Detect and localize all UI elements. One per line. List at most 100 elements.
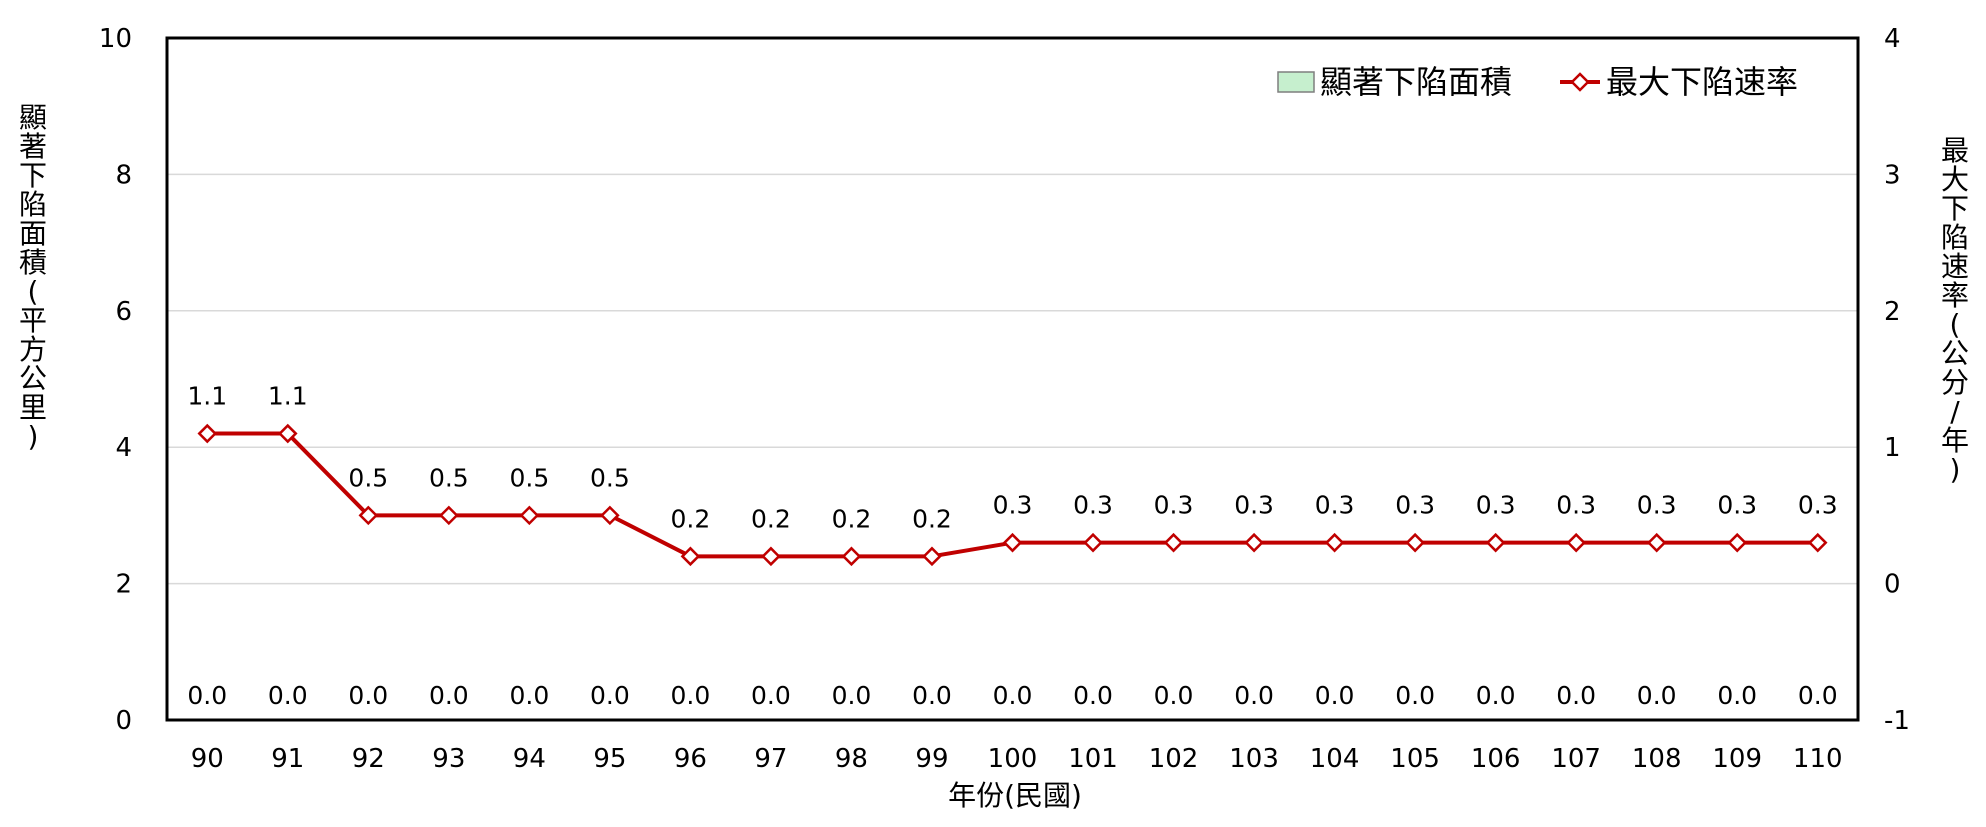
x-tick-label: 103 xyxy=(1229,744,1279,774)
x-tick-label: 107 xyxy=(1551,744,1601,774)
bar-data-label: 0.0 xyxy=(1154,681,1194,710)
rate-line-series xyxy=(197,423,1828,567)
bar-data-label: 0.0 xyxy=(1073,681,1113,710)
rate-point xyxy=(1405,532,1425,553)
rate-point xyxy=(1002,532,1023,553)
rate-point xyxy=(600,505,620,526)
x-tick-label: 105 xyxy=(1390,744,1440,774)
rate-data-label: 0.2 xyxy=(832,504,872,533)
y-axis-left-ticks: 0 2 4 6 8 10 xyxy=(99,24,132,736)
rate-point xyxy=(1646,532,1667,553)
rate-point xyxy=(1083,532,1103,553)
x-tick-label: 97 xyxy=(754,744,787,774)
x-tick-label: 110 xyxy=(1793,744,1843,774)
bar-data-label: 0.0 xyxy=(1315,681,1355,710)
rate-point xyxy=(1324,532,1345,553)
bar-data-label: 0.0 xyxy=(993,681,1033,710)
x-tick-label: 98 xyxy=(835,744,868,774)
y-axis-right-ticks: -1 0 1 2 3 4 xyxy=(1884,24,1910,736)
rate-data-label: 1.1 xyxy=(268,382,308,411)
rate-point xyxy=(841,546,862,567)
rate-point xyxy=(922,546,942,567)
x-axis-title: 年份(民國) xyxy=(948,779,1082,812)
bar-data-label: 0.0 xyxy=(1556,681,1596,710)
y-axis-right-title: 最大下陷速率(公分/年) xyxy=(1941,134,1969,486)
rate-data-label: 0.3 xyxy=(1234,491,1274,520)
x-tick-label: 96 xyxy=(674,744,707,774)
bar-data-label: 0.0 xyxy=(1637,681,1677,710)
bar-data-label: 0.0 xyxy=(509,681,549,710)
y2-tick-label: 2 xyxy=(1884,297,1901,327)
x-tick-label: 109 xyxy=(1712,744,1762,774)
bar-data-label: 0.0 xyxy=(1234,681,1274,710)
x-tick-label: 108 xyxy=(1632,744,1682,774)
bar-data-label: 0.0 xyxy=(268,681,308,710)
rate-point xyxy=(197,423,218,444)
bar-data-label: 0.0 xyxy=(187,681,227,710)
y-tick-label: 4 xyxy=(115,433,132,463)
bar-data-label: 0.0 xyxy=(1798,681,1838,710)
bar-data-label: 0.0 xyxy=(1717,681,1757,710)
rate-point xyxy=(278,423,298,444)
y-tick-label: 10 xyxy=(99,24,132,54)
legend-swatch-area xyxy=(1277,71,1315,93)
rate-data-label: 0.5 xyxy=(429,463,469,492)
bar-data-label: 0.0 xyxy=(1395,681,1435,710)
rate-data-label: 0.5 xyxy=(348,463,388,492)
rate-data-label: 0.3 xyxy=(1637,491,1677,520)
rate-data-label: 0.3 xyxy=(993,491,1033,520)
rate-data-label: 0.3 xyxy=(1717,491,1757,520)
rate-point xyxy=(1485,532,1506,553)
x-tick-label: 101 xyxy=(1068,744,1118,774)
x-tick-label: 90 xyxy=(191,744,224,774)
bar-data-label: 0.0 xyxy=(429,681,469,710)
bar-data-label: 0.0 xyxy=(751,681,791,710)
x-tick-label: 95 xyxy=(593,744,626,774)
x-tick-label: 104 xyxy=(1310,744,1360,774)
data-labels: 0.0 0.0 0.0 0.0 0.0 0.0 0.0 0.0 0.0 0.0 0.0 0.0 0.0 0… xyxy=(187,382,1837,710)
plot-area xyxy=(165,36,1860,722)
rate-point xyxy=(519,505,540,526)
gridlines xyxy=(167,173,1858,585)
bar-data-label: 0.0 xyxy=(912,681,952,710)
rate-point xyxy=(1163,532,1184,553)
rate-data-label: 0.3 xyxy=(1315,491,1355,520)
y-tick-label: 2 xyxy=(115,570,132,600)
x-tick-label: 106 xyxy=(1471,744,1521,774)
x-tick-label: 102 xyxy=(1149,744,1199,774)
rate-data-label: 0.3 xyxy=(1073,491,1113,520)
rate-data-label: 1.1 xyxy=(187,382,227,411)
rate-data-label: 0.2 xyxy=(751,504,791,533)
rate-data-label: 0.2 xyxy=(671,504,711,533)
y2-tick-label: 4 xyxy=(1884,24,1901,54)
rate-point xyxy=(1807,532,1828,553)
rate-data-label: 0.3 xyxy=(1476,491,1516,520)
rate-point xyxy=(680,546,701,567)
x-tick-label: 92 xyxy=(352,744,385,774)
legend: 顯著下陷面積 最大下陷速率 xyxy=(1277,63,1798,101)
bar-data-label: 0.0 xyxy=(1476,681,1516,710)
rate-data-label: 0.3 xyxy=(1154,491,1194,520)
x-axis-ticks: 90 91 92 93 94 95 96 97 98 99 100 101 102 103 104 105 10… xyxy=(191,744,1843,774)
legend-marker-rate xyxy=(1570,72,1590,92)
y2-tick-label: 3 xyxy=(1884,160,1901,190)
y2-tick-label: 0 xyxy=(1884,570,1901,600)
rate-data-label: 0.3 xyxy=(1798,491,1838,520)
x-tick-label: 91 xyxy=(271,744,304,774)
bar-data-label: 0.0 xyxy=(348,681,388,710)
rate-data-label: 0.5 xyxy=(590,463,630,492)
x-tick-label: 99 xyxy=(915,744,948,774)
rate-data-label: 0.2 xyxy=(912,504,952,533)
bar-data-label: 0.0 xyxy=(590,681,630,710)
y2-tick-label: 1 xyxy=(1884,433,1901,463)
rate-point xyxy=(358,505,379,526)
rate-point xyxy=(761,546,781,567)
rate-point xyxy=(1727,532,1747,553)
y-axis-left-title: 顯著下陷面積(平方公里) xyxy=(19,101,47,453)
y-tick-label: 0 xyxy=(115,706,132,736)
x-tick-label: 94 xyxy=(513,744,546,774)
rate-data-label: 0.5 xyxy=(509,463,549,492)
bar-data-label: 0.0 xyxy=(671,681,711,710)
rate-point xyxy=(439,505,459,526)
